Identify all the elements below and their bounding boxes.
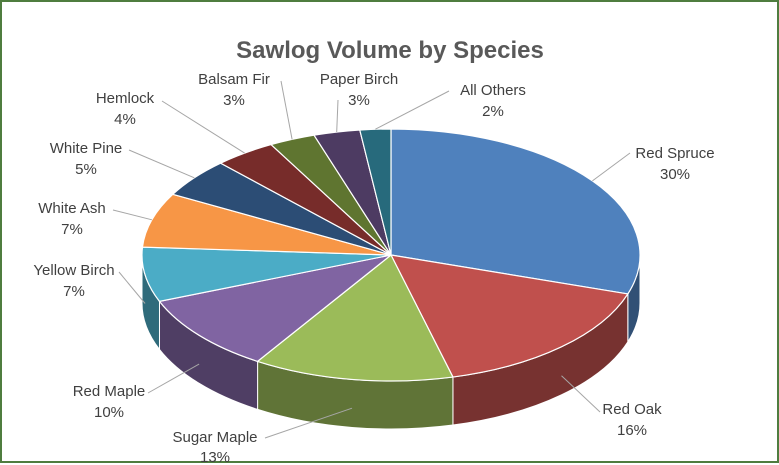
slice-label-3: Red Maple: [73, 383, 146, 400]
leader-line-2: [264, 407, 353, 439]
slice-label-0: Red Spruce: [635, 145, 714, 162]
pie-slice-3: [158, 254, 392, 363]
slice-percent-10: 2%: [482, 103, 504, 120]
slice-percent-2: 13%: [200, 449, 230, 465]
leader-line-7: [161, 100, 245, 154]
slice-label-8: Balsam Fir: [198, 71, 270, 88]
slice-label-1: Red Oak: [602, 401, 662, 418]
leader-line-0: [592, 152, 631, 182]
pie-slice-10: [359, 128, 392, 256]
leader-line-4: [118, 271, 146, 304]
slice-percent-1: 16%: [617, 422, 647, 439]
leader-line-1: [561, 375, 601, 413]
pie-slice-1: [389, 254, 629, 378]
slice-label-5: White Ash: [38, 200, 106, 217]
leader-line-9: [336, 99, 339, 133]
slice-label-4: Yellow Birch: [33, 262, 114, 279]
leader-line-10: [375, 90, 450, 130]
pie-slice-4: [141, 246, 392, 303]
slice-label-2: Sugar Maple: [172, 429, 257, 446]
leader-lines: [112, 80, 631, 439]
leader-line-6: [128, 149, 195, 179]
slice-label-7: Hemlock: [96, 90, 155, 107]
slice-percent-0: 30%: [660, 166, 690, 183]
leader-line-8: [280, 80, 293, 140]
slice-label-9: Paper Birch: [320, 71, 398, 88]
slice-percent-7: 4%: [114, 111, 136, 128]
pie-slice-5: [141, 193, 392, 256]
slice-percent-9: 3%: [348, 92, 370, 109]
slice-labels: Red Spruce 30% Red Oak 16% Sugar Maple 13% Red…: [33, 71, 714, 465]
pie-sides: [141, 254, 641, 430]
leader-line-5: [112, 209, 153, 221]
slice-percent-6: 5%: [75, 161, 97, 178]
pie-slice-2: [256, 254, 454, 382]
slice-label-10: All Others: [460, 82, 526, 99]
slice-percent-4: 7%: [63, 283, 85, 300]
leader-line-3: [147, 363, 200, 394]
pie-slices: [141, 128, 641, 382]
slice-label-6: White Pine: [50, 140, 123, 157]
slice-percent-5: 7%: [61, 221, 83, 238]
slice-percent-8: 3%: [223, 92, 245, 109]
slice-percent-3: 10%: [94, 404, 124, 421]
chart-title: Sawlog Volume by Species: [236, 37, 544, 64]
